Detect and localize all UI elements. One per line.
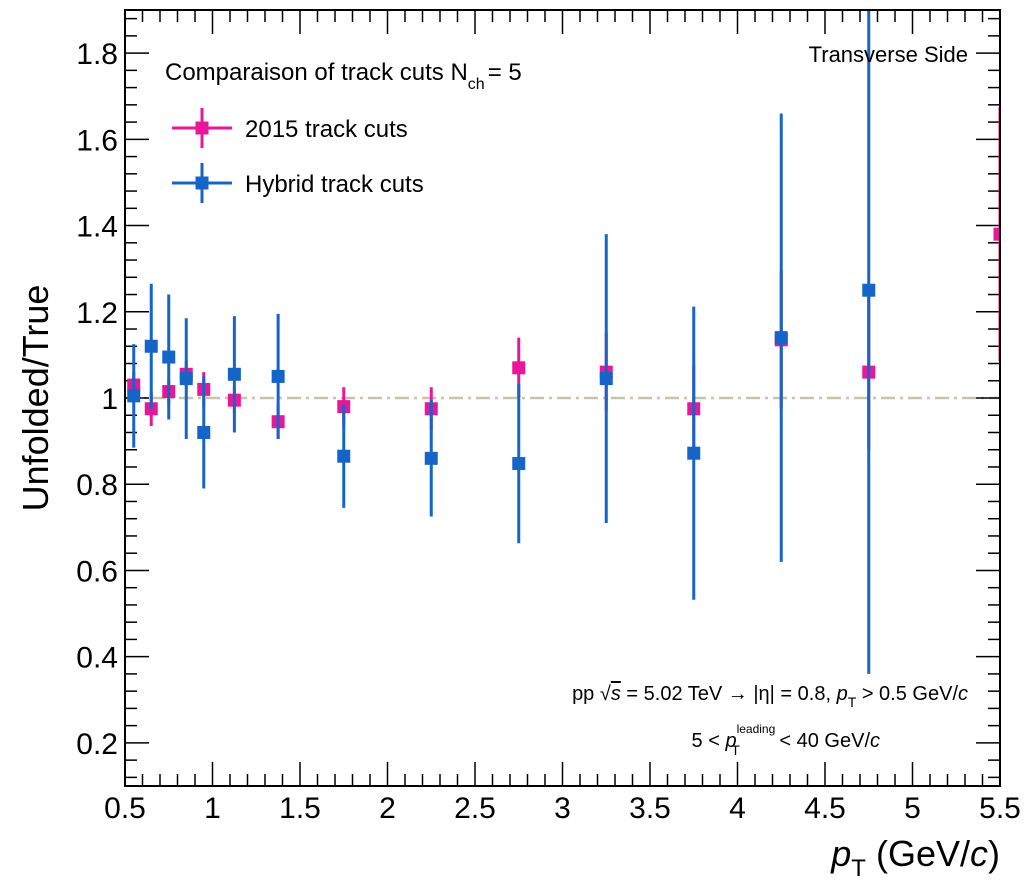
x-axis-title-c: c <box>970 833 988 874</box>
x-tick-label: 1 <box>204 792 221 825</box>
annotation-sqrt: √ <box>600 683 611 705</box>
annotation-pp: pp <box>572 683 600 705</box>
data-point <box>144 339 158 353</box>
legend: Comparaison of track cuts Nch = 5 2015 tr… <box>165 59 522 203</box>
x-tick-label: 2.5 <box>454 792 496 825</box>
data-point <box>197 425 211 439</box>
legend-title-main: Comparaison of track cuts N <box>165 59 468 86</box>
annotation2-sub: T <box>731 742 740 758</box>
x-axis-title-sub: T <box>851 855 866 882</box>
legend-entries: 2015 track cuts Hybrid track cuts <box>172 108 424 203</box>
y-tick-labels: 0.2 0.4 0.6 0.8 1 1.2 1.4 1.6 1.8 <box>76 38 118 761</box>
data-point <box>862 283 876 297</box>
data-point <box>227 367 241 381</box>
annotation-p-sub: T <box>848 694 857 710</box>
annotation-pt-cut: > 0.5 GeV/ <box>856 683 958 705</box>
data-point <box>162 350 176 364</box>
y-tick-label: 0.8 <box>76 469 118 502</box>
annotation-line-1: pp √s = 5.02 TeV → |η| = 0.8, pT > 0.5 G… <box>572 683 968 710</box>
x-axis-title-close: ) <box>988 833 1000 874</box>
y-tick-label: 1 <box>101 383 118 416</box>
data-point <box>512 457 526 471</box>
axis-ticks <box>124 10 1001 786</box>
legend-title-suffix: = 5 <box>488 59 522 86</box>
annotation-p: p <box>836 683 848 705</box>
legend-title: Comparaison of track cuts Nch = 5 <box>165 59 522 93</box>
x-tick-label: 0.5 <box>104 792 146 825</box>
y-tick-label: 0.4 <box>76 642 118 675</box>
x-tick-label: 3.5 <box>629 792 671 825</box>
annotation2-range-start: 5 < <box>692 730 726 752</box>
x-tick-labels: 0.5 1 1.5 2 2.5 3 3.5 4 4.5 5 5.5 <box>104 792 1021 825</box>
annotation2-p: p <box>724 730 736 752</box>
annotation2-c: c <box>870 730 880 752</box>
x-tick-label: 5 <box>904 792 921 825</box>
annotation-s: s <box>611 683 621 705</box>
legend-title-sub: ch <box>468 76 485 93</box>
y-tick-label: 0.6 <box>76 555 118 588</box>
data-point <box>599 372 613 386</box>
legend-label: Hybrid track cuts <box>245 171 424 198</box>
data-point <box>774 331 788 345</box>
x-tick-label: 2 <box>379 792 396 825</box>
x-tick-label: 1.5 <box>279 792 321 825</box>
x-tick-label: 3 <box>554 792 571 825</box>
legend-label: 2015 track cuts <box>245 116 408 143</box>
data-layer <box>127 10 1000 674</box>
data-point <box>271 369 285 383</box>
data-point <box>127 389 141 403</box>
plot-frame <box>124 9 1001 787</box>
data-point <box>993 227 1000 241</box>
data-point <box>424 451 438 465</box>
annotation-c: c <box>958 683 968 705</box>
x-tick-label: 4 <box>729 792 746 825</box>
y-tick-label: 1.4 <box>76 211 118 244</box>
x-axis-title-unit: (GeV/ <box>866 833 970 874</box>
y-axis-title: Unfolded/True <box>15 285 56 512</box>
data-point <box>687 446 701 460</box>
y-tick-label: 1.2 <box>76 297 118 330</box>
x-axis-title-p: p <box>830 833 851 874</box>
x-axis-title: pT (GeV/c) <box>830 833 1000 882</box>
annotation-line-2: 5 < pleading T < 40 GeV/c <box>692 722 880 758</box>
data-point <box>337 449 351 463</box>
data-point <box>512 361 526 375</box>
x-tick-label: 5.5 <box>979 792 1021 825</box>
annotation2-range-end: < 40 GeV/ <box>774 730 871 752</box>
y-tick-label: 1.6 <box>76 124 118 157</box>
legend-marker <box>195 121 209 135</box>
legend-marker <box>195 176 209 190</box>
y-tick-label: 0.2 <box>76 728 118 761</box>
corner-label: Transverse Side <box>809 42 968 67</box>
y-tick-label: 1.8 <box>76 38 118 71</box>
series-hybrid-track-cuts <box>127 10 876 674</box>
annotation2-sup: leading <box>737 722 776 736</box>
legend-entry: 2015 track cuts <box>172 108 408 148</box>
data-point <box>179 372 193 386</box>
legend-entry: Hybrid track cuts <box>172 163 424 203</box>
annotation-energy: = 5.02 TeV → |η| = 0.8, <box>621 683 837 705</box>
x-tick-label: 4.5 <box>804 792 846 825</box>
